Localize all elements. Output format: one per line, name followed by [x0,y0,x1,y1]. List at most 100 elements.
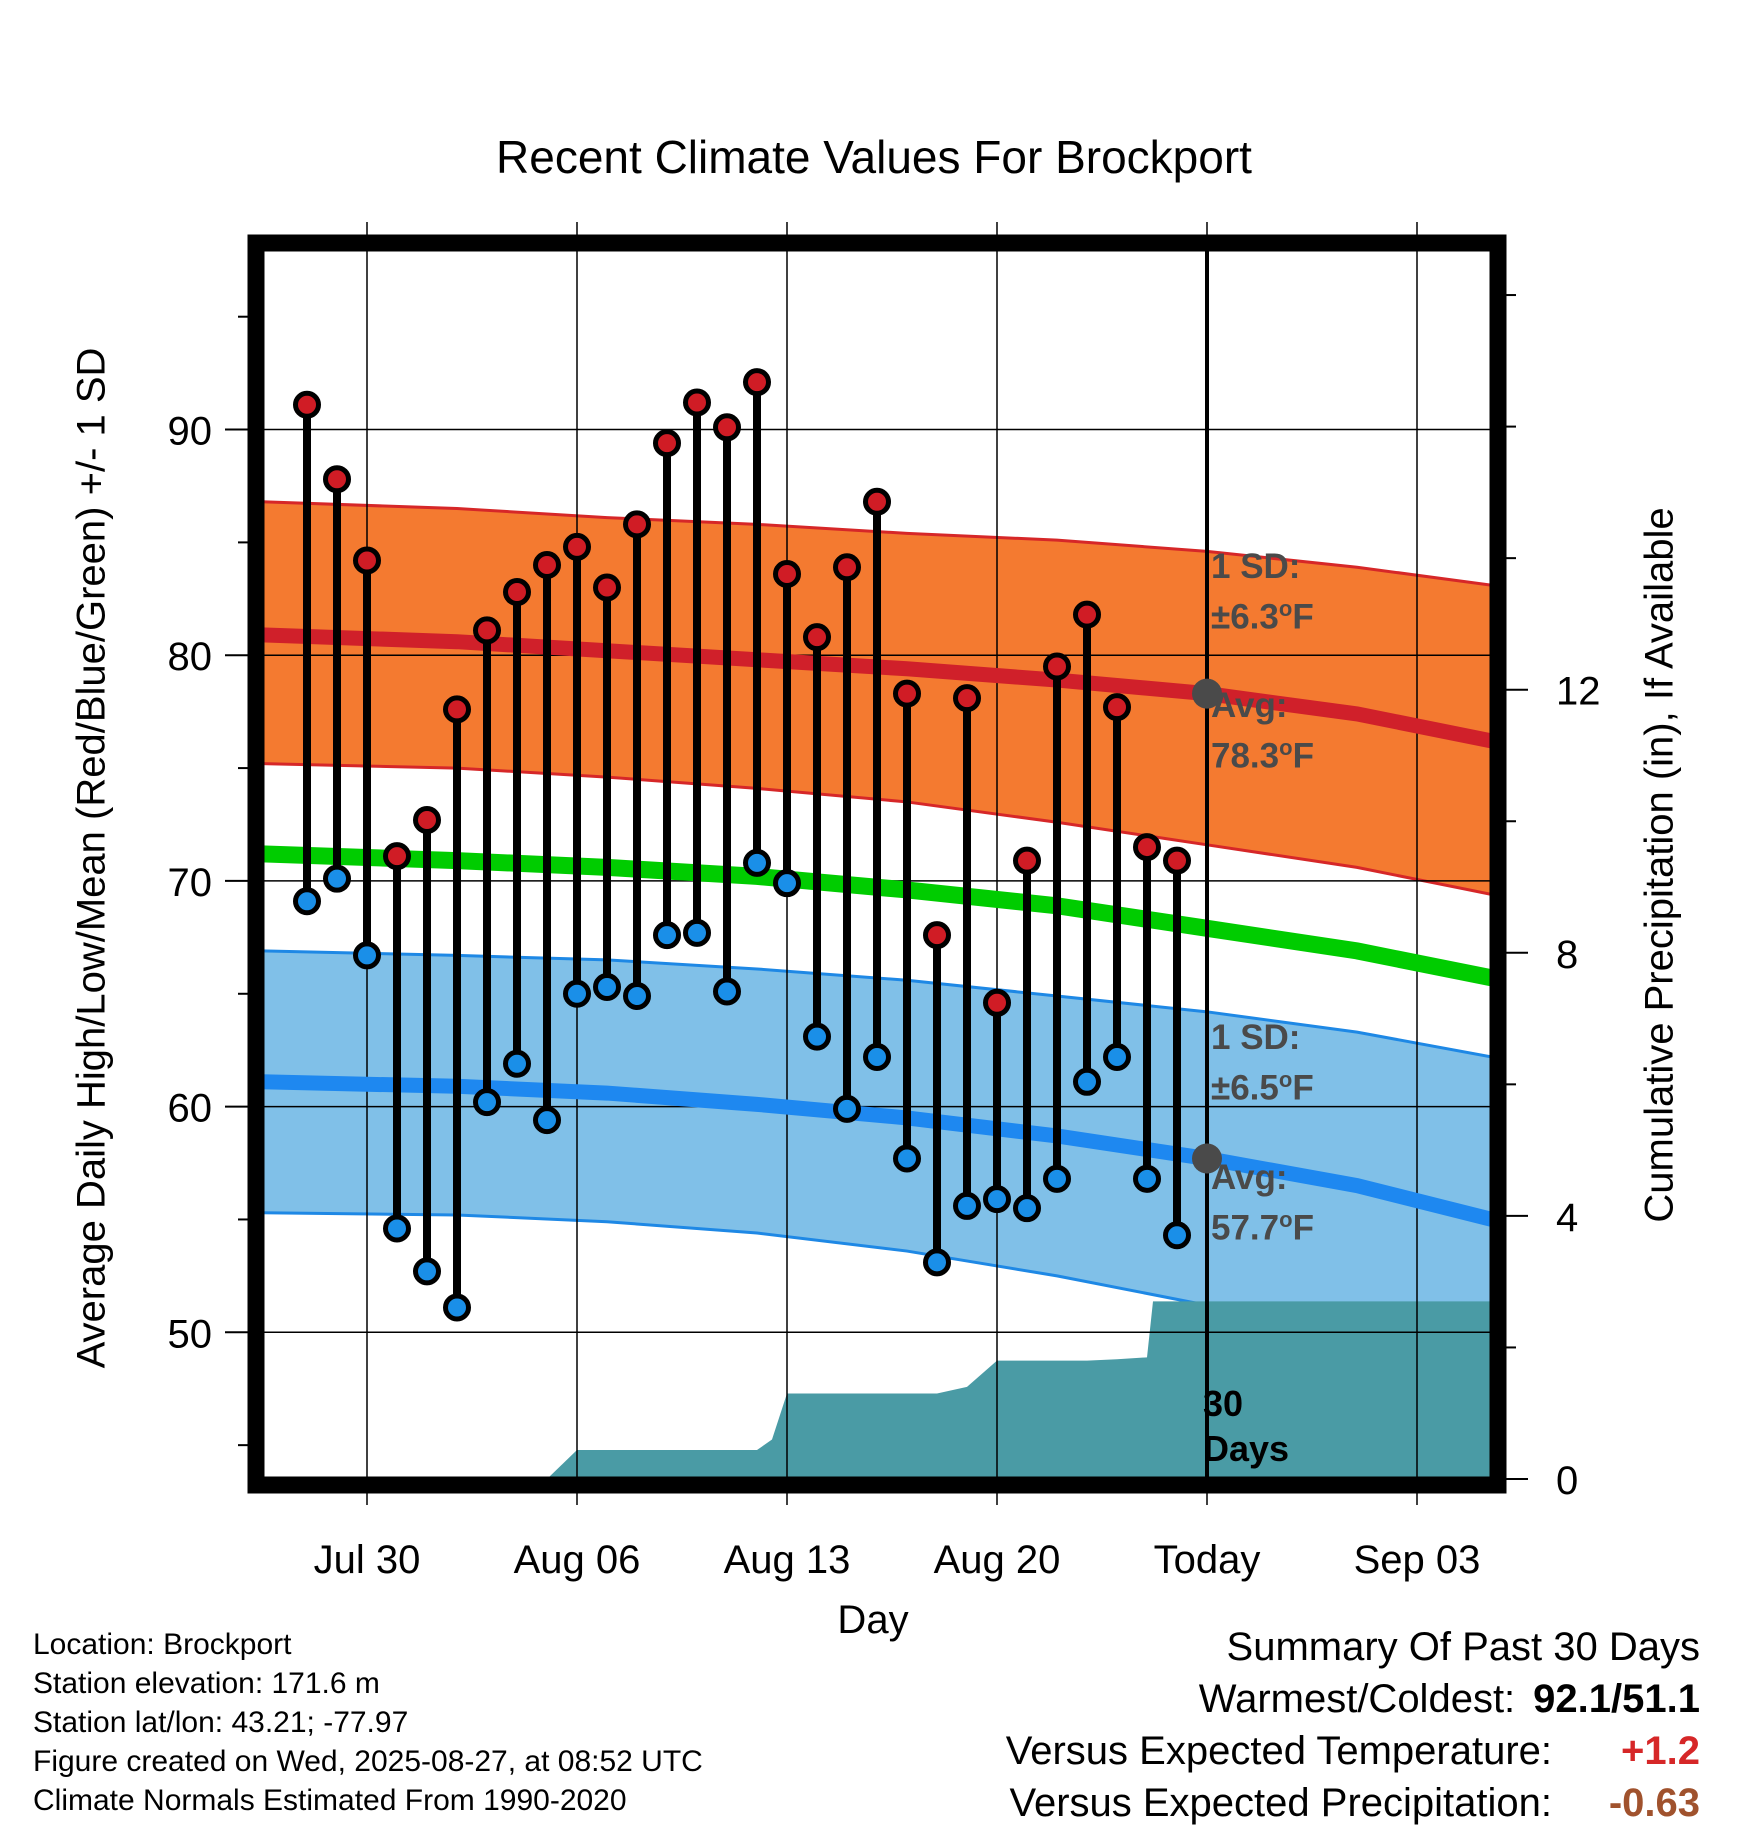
high-sd-label: 1 SD: [1211,547,1301,586]
y-tick-label: 90 [168,410,213,454]
daily-low-point [863,1042,891,1071]
daily-high-point [593,573,621,602]
today-high-avg-dot [1192,678,1222,709]
normals-text: Climate Normals Estimated From 1990-2020 [33,1784,627,1817]
daily-high-point [623,510,651,539]
created-text: Figure created on Wed, 2025-08-27, at 08… [33,1745,703,1778]
daily-low-point [563,979,591,1008]
elevation-text: Station elevation: 171.6 m [33,1667,380,1700]
daily-high-point [683,388,711,417]
high-avg-label: Avg: [1211,686,1288,725]
x-axis-label: Day [837,1598,909,1642]
daily-low-point [1043,1164,1071,1193]
daily-high-point [1013,846,1041,875]
daily-high-point [863,487,891,516]
cumulative-precip-area [262,1301,1492,1479]
daily-low-point [533,1106,561,1135]
warm-cold-value: 92.1/51.1 [1533,1677,1700,1721]
today-low-avg-dot [1192,1143,1222,1174]
daily-low-point [473,1088,501,1117]
y2-tick-label: 0 [1556,1459,1578,1503]
daily-low-point [893,1144,921,1173]
daily-high-point [443,695,471,724]
daily-low-point [1013,1194,1041,1223]
y2-tick-label: 8 [1556,933,1578,977]
daily-high-point [383,842,411,871]
summary-warm-cold: Warmest/Coldest: 92.1/51.1 [1006,1673,1700,1725]
plot-frame [247,234,1507,1494]
low-sd-label: 1 SD: [1211,1018,1301,1057]
daily-low-point [743,848,771,877]
daily-high-point [1163,846,1191,875]
y-tick-label: 50 [168,1312,213,1356]
axes: 50 60 70 80 90 0 4 8 12 Jul 30 Aug 06 Aug 13 Aug 20 T… [168,294,1601,1582]
latlon-text: Station lat/lon: 43.21; -77.97 [33,1706,409,1739]
daily-low-point [623,982,651,1011]
x-tick-label: Sep 03 [1354,1538,1481,1582]
daily-high-point [1133,833,1161,862]
daily-low-point [683,918,711,947]
daily-high-point [893,679,921,708]
y2-tick-label: 12 [1556,670,1601,714]
summary-heading: Summary Of Past 30 Days [1226,1625,1700,1669]
y-tick-label: 60 [168,1087,213,1131]
daily-high-point [473,616,501,645]
daily-high-point [293,390,321,419]
low-sd-value: ±6.5oF [1211,1067,1314,1108]
daily-high-point [503,578,531,607]
daily-low-point [593,973,621,1001]
daily-high-point [743,368,771,397]
daily-low-point [1163,1221,1191,1250]
window-days-count: 30 [1203,1383,1244,1424]
daily-high-point [413,805,441,834]
window-annotation: 30 Days [1203,1381,1289,1471]
daily-low-point [953,1191,981,1220]
y2-tick-label: 4 [1556,1196,1578,1240]
low-avg-label: Avg: [1211,1158,1288,1197]
x-tick-label: Today [1154,1538,1261,1582]
window-days-label: Days [1203,1428,1290,1469]
low-sd-annotation: 1 SD: ±6.5oF [1211,1017,1314,1110]
daily-high-point [923,921,951,950]
daily-high-point [1043,652,1071,681]
normal-high-avg-line [262,627,1492,749]
daily-high-point [713,413,741,442]
daily-low-point [833,1094,861,1123]
precip-value: -0.63 [1608,1781,1700,1825]
daily-low-point [323,864,351,893]
daily-high-point [653,429,681,458]
temp-label: Versus Expected Temperature: [1005,1729,1552,1773]
daily-low-point [923,1248,951,1277]
warm-cold-label: Warmest/Coldest: [1198,1677,1516,1721]
daily-low-point [353,941,381,970]
daily-high-point [953,684,981,713]
low-avg-annotation: Avg: 57.7oF [1211,1157,1314,1250]
daily-low-point [383,1214,411,1243]
y-tick-label: 80 [168,635,213,679]
daily-low-point [773,869,801,898]
daily-high-point [563,532,591,561]
x-tick-label: Aug 13 [724,1538,851,1582]
y-axis-label-right: Cumulative Precipitation (in), If Availa… [1637,507,1682,1223]
daily-high-point [353,546,381,575]
daily-high-point [803,623,831,652]
station-info: Location: Brockport Station elevation: 1… [33,1625,703,1820]
precip-label: Versus Expected Precipitation: [1009,1781,1552,1825]
temp-value: +1.2 [1621,1729,1700,1773]
high-sd-annotation: 1 SD: ±6.3oF [1211,546,1314,639]
daily-low-point [713,977,741,1006]
daily-high-point [833,553,861,582]
daily-high-point [533,550,561,579]
today-marker [1192,249,1222,1479]
daily-high-point [983,988,1011,1017]
y-axis-label-left: Average Daily High/Low/Mean (Red/Blue/Gr… [69,347,114,1369]
summary-precip: Versus Expected Precipitation: -0.63 [1006,1777,1700,1829]
daily-low-point [803,1022,831,1051]
high-avg-annotation: Avg: 78.3oF [1211,685,1314,778]
chart-title: Recent Climate Values For Brockport [496,131,1252,183]
daily-high-point [1103,693,1131,722]
normal-low-band [262,950,1492,1378]
observed-temperatures [293,368,1191,1322]
daily-low-point [1103,1042,1131,1071]
